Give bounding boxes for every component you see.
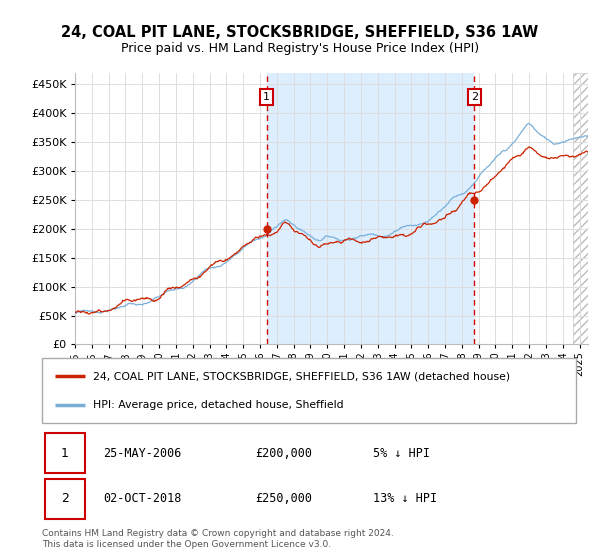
FancyBboxPatch shape bbox=[44, 433, 85, 473]
FancyBboxPatch shape bbox=[44, 479, 85, 519]
Bar bbox=[266, 73, 475, 344]
Text: Price paid vs. HM Land Registry's House Price Index (HPI): Price paid vs. HM Land Registry's House … bbox=[121, 42, 479, 55]
Text: 02-OCT-2018: 02-OCT-2018 bbox=[103, 492, 182, 505]
Text: £200,000: £200,000 bbox=[256, 447, 313, 460]
Text: 2: 2 bbox=[471, 92, 478, 102]
Text: £250,000: £250,000 bbox=[256, 492, 313, 505]
Text: 24, COAL PIT LANE, STOCKSBRIDGE, SHEFFIELD, S36 1AW: 24, COAL PIT LANE, STOCKSBRIDGE, SHEFFIE… bbox=[61, 25, 539, 40]
Text: 5% ↓ HPI: 5% ↓ HPI bbox=[373, 447, 430, 460]
Text: 2: 2 bbox=[61, 492, 68, 505]
FancyBboxPatch shape bbox=[42, 358, 576, 423]
Text: HPI: Average price, detached house, Sheffield: HPI: Average price, detached house, Shef… bbox=[93, 400, 343, 410]
Text: 25-MAY-2006: 25-MAY-2006 bbox=[103, 447, 182, 460]
Text: 1: 1 bbox=[61, 447, 68, 460]
Text: Contains HM Land Registry data © Crown copyright and database right 2024.
This d: Contains HM Land Registry data © Crown c… bbox=[42, 529, 394, 549]
Text: 1: 1 bbox=[263, 92, 270, 102]
Text: 24, COAL PIT LANE, STOCKSBRIDGE, SHEFFIELD, S36 1AW (detached house): 24, COAL PIT LANE, STOCKSBRIDGE, SHEFFIE… bbox=[93, 371, 510, 381]
Text: 13% ↓ HPI: 13% ↓ HPI bbox=[373, 492, 437, 505]
